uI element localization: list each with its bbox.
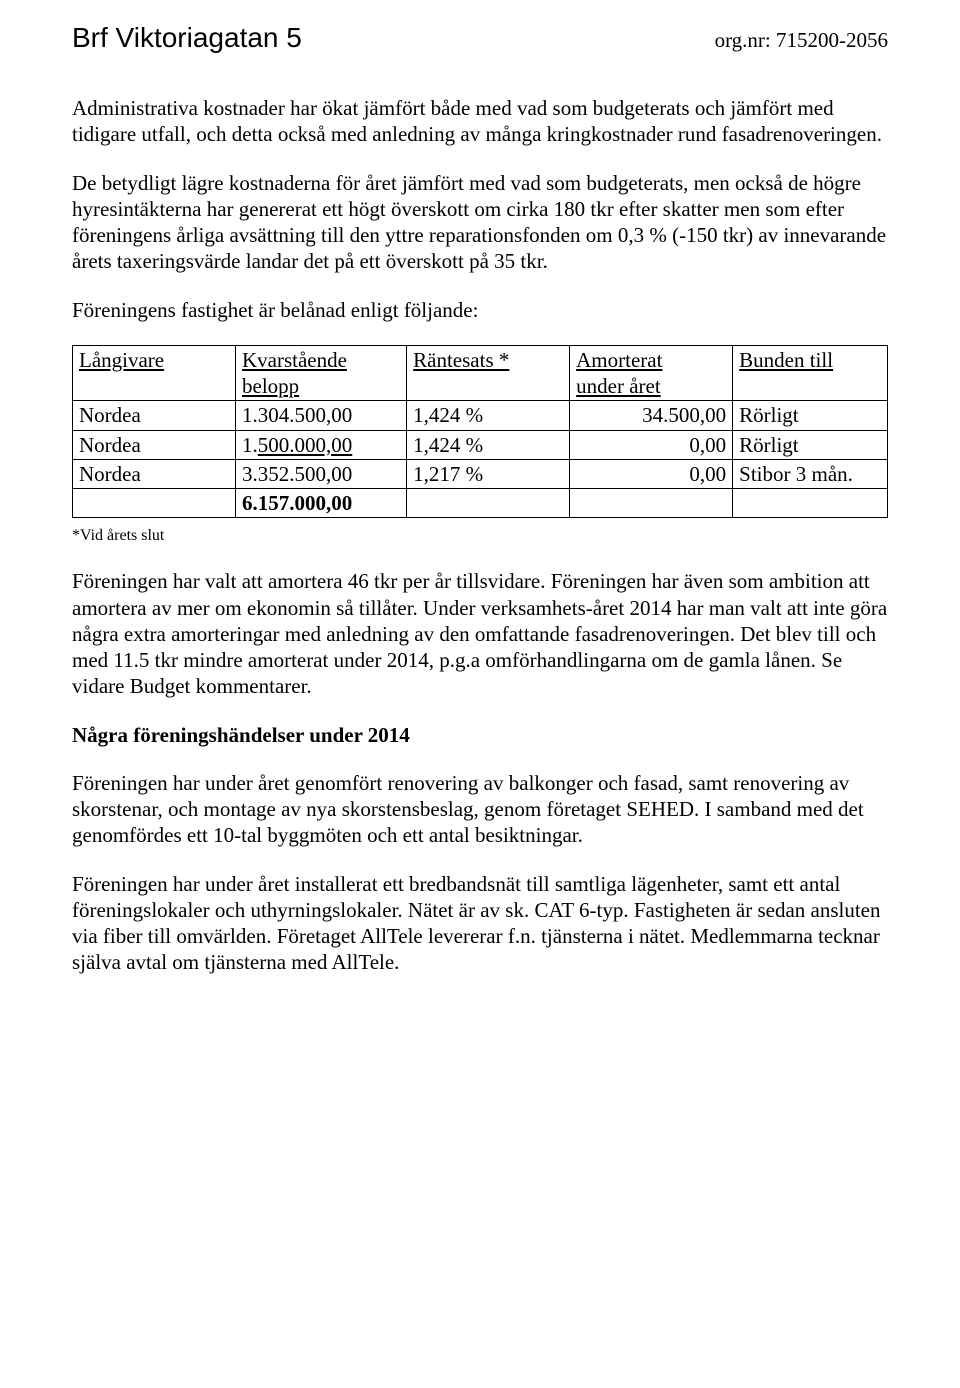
loan-table: Långivare Kvarståendebelopp Räntesats * … (72, 345, 888, 519)
org-number: org.nr: 715200-2056 (715, 27, 888, 53)
paragraph-surplus: De betydligt lägre kostnaderna för året … (72, 170, 888, 275)
table-row: Nordea1.304.500,001,424 %34.500,00Rörlig… (73, 401, 888, 430)
cell-amort: 0,00 (570, 430, 733, 459)
table-row: Nordea1.500.000,001,424 %0,00Rörligt (73, 430, 888, 459)
cell-amort: 34.500,00 (570, 401, 733, 430)
th-amort: Amorteratunder året (570, 345, 733, 401)
cell-amount: 3.352.500,00 (236, 459, 407, 488)
cell-rate: 1,217 % (407, 459, 570, 488)
cell-amount: 1.500.000,00 (236, 430, 407, 459)
page-header: Brf Viktoriagatan 5 org.nr: 715200-2056 (72, 20, 888, 55)
cell-lender: Nordea (73, 459, 236, 488)
paragraph-renovation: Föreningen har under året genomfört reno… (72, 770, 888, 849)
cell-rate: 1,424 % (407, 401, 570, 430)
cell-bound: Stibor 3 mån. (733, 459, 888, 488)
cell-amort: 0,00 (570, 459, 733, 488)
paragraph-admin-costs: Administrativa kostnader har ökat jämför… (72, 95, 888, 148)
table-footnote: *Vid årets slut (72, 526, 888, 546)
cell-bound: Rörligt (733, 401, 888, 430)
section-heading-events: Några föreningshändelser under 2014 (72, 722, 888, 748)
table-total-row: 6.157.000,00 (73, 489, 888, 518)
table-row: Nordea3.352.500,001,217 %0,00Stibor 3 må… (73, 459, 888, 488)
th-lender: Långivare (73, 345, 236, 401)
paragraph-amortization: Föreningen har valt att amortera 46 tkr … (72, 568, 888, 699)
cell-amount: 1.304.500,00 (236, 401, 407, 430)
table-header-row: Långivare Kvarståendebelopp Räntesats * … (73, 345, 888, 401)
cell-lender: Nordea (73, 430, 236, 459)
paragraph-loans-intro: Föreningens fastighet är belånad enligt … (72, 297, 888, 323)
doc-title: Brf Viktoriagatan 5 (72, 20, 302, 55)
cell-rate: 1,424 % (407, 430, 570, 459)
th-bound: Bunden till (733, 345, 888, 401)
cell-bound: Rörligt (733, 430, 888, 459)
th-rate: Räntesats * (407, 345, 570, 401)
cell-lender: Nordea (73, 401, 236, 430)
total-amount: 6.157.000,00 (236, 489, 407, 518)
paragraph-broadband: Föreningen har under året installerat et… (72, 871, 888, 976)
th-amount: Kvarståendebelopp (236, 345, 407, 401)
